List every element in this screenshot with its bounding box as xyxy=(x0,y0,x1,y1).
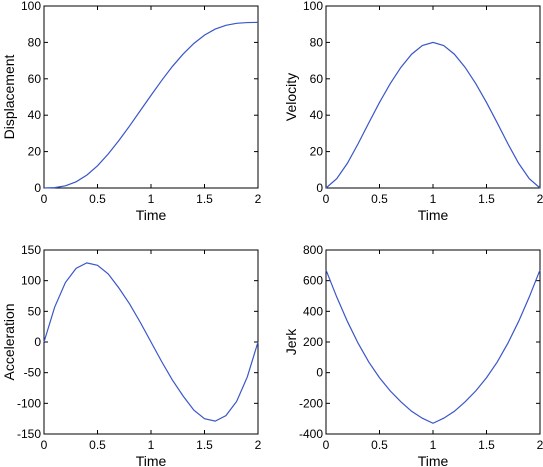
axes-frame xyxy=(43,5,259,189)
y-tick-label: 100 xyxy=(303,0,323,13)
y-tick-label: 40 xyxy=(310,108,324,122)
x-tick-label: 0.5 xyxy=(89,192,106,206)
x-tick-label: 1 xyxy=(148,192,155,206)
y-tick-label: 800 xyxy=(303,243,323,257)
y-tick-label: 60 xyxy=(28,72,42,86)
y-tick-label: -200 xyxy=(299,396,323,410)
y-tick-label: 20 xyxy=(28,145,42,159)
subplot-jerk: 0 0.5 1 1.5 2 -400 -200 0 200 400 600 800 Time Jerk xyxy=(283,243,543,467)
series-line-jerk xyxy=(325,269,541,424)
x-tick-label: 0.5 xyxy=(89,438,106,452)
series-line-displacement xyxy=(43,21,259,189)
y-tick-label: 0 xyxy=(316,366,323,380)
y-tick-label: 100 xyxy=(21,274,41,288)
x-tick-label: 1 xyxy=(430,438,437,452)
y-tick-label: 50 xyxy=(28,304,42,318)
y-tick-label: 400 xyxy=(303,304,323,318)
y-tick-label: 80 xyxy=(28,35,42,49)
x-axis-label: Time xyxy=(418,453,449,467)
x-axis-label: Time xyxy=(136,453,167,467)
x-tick-label: 1.5 xyxy=(478,438,495,452)
x-tick-label: 2 xyxy=(255,192,262,206)
x-tick-label: 2 xyxy=(255,438,262,452)
y-tick-label: 80 xyxy=(310,35,324,49)
x-tick-label: 1.5 xyxy=(478,192,495,206)
x-tick-label: 0 xyxy=(323,438,330,452)
y-axis-label: Displacement xyxy=(1,54,17,139)
axes-frame xyxy=(325,249,541,435)
series-line-acceleration xyxy=(43,262,259,422)
y-tick-label: 0 xyxy=(34,335,41,349)
x-tick-label: 1.5 xyxy=(196,192,213,206)
y-tick-label: -400 xyxy=(299,427,323,441)
x-axis-label: Time xyxy=(136,207,167,223)
y-tick-label: 20 xyxy=(310,145,324,159)
y-tick-label: 200 xyxy=(303,335,323,349)
x-tick-label: 0 xyxy=(41,438,48,452)
y-tick-label: 0 xyxy=(316,181,323,195)
y-tick-label: -50 xyxy=(24,366,42,380)
y-tick-label: -150 xyxy=(17,427,41,441)
x-tick-label: 0.5 xyxy=(371,438,388,452)
x-axis-label: Time xyxy=(418,207,449,223)
y-axis-label: Jerk xyxy=(283,328,299,355)
x-tick-label: 1 xyxy=(430,192,437,206)
x-tick-label: 0 xyxy=(323,192,330,206)
x-tick-label: 1.5 xyxy=(196,438,213,452)
y-tick-label: -100 xyxy=(17,396,41,410)
x-tick-label: 2 xyxy=(537,192,543,206)
y-tick-label: 100 xyxy=(21,0,41,13)
y-tick-label: 40 xyxy=(28,108,42,122)
y-tick-label: 60 xyxy=(310,72,324,86)
y-axis-label: Acceleration xyxy=(1,303,17,380)
y-tick-label: 150 xyxy=(21,243,41,257)
x-tick-label: 1 xyxy=(148,438,155,452)
x-tick-label: 0 xyxy=(41,192,48,206)
axes-frame xyxy=(325,5,541,189)
x-tick-label: 2 xyxy=(537,438,543,452)
subplot-acceleration: 0 0.5 1 1.5 2 -150 -100 -50 0 50 100 150 Time Acceler… xyxy=(1,243,262,467)
y-tick-label: 600 xyxy=(303,274,323,288)
x-tick-label: 0.5 xyxy=(371,192,388,206)
series-line-velocity xyxy=(325,41,541,189)
y-tick-label: 0 xyxy=(34,181,41,195)
y-axis-label: Velocity xyxy=(283,73,299,121)
